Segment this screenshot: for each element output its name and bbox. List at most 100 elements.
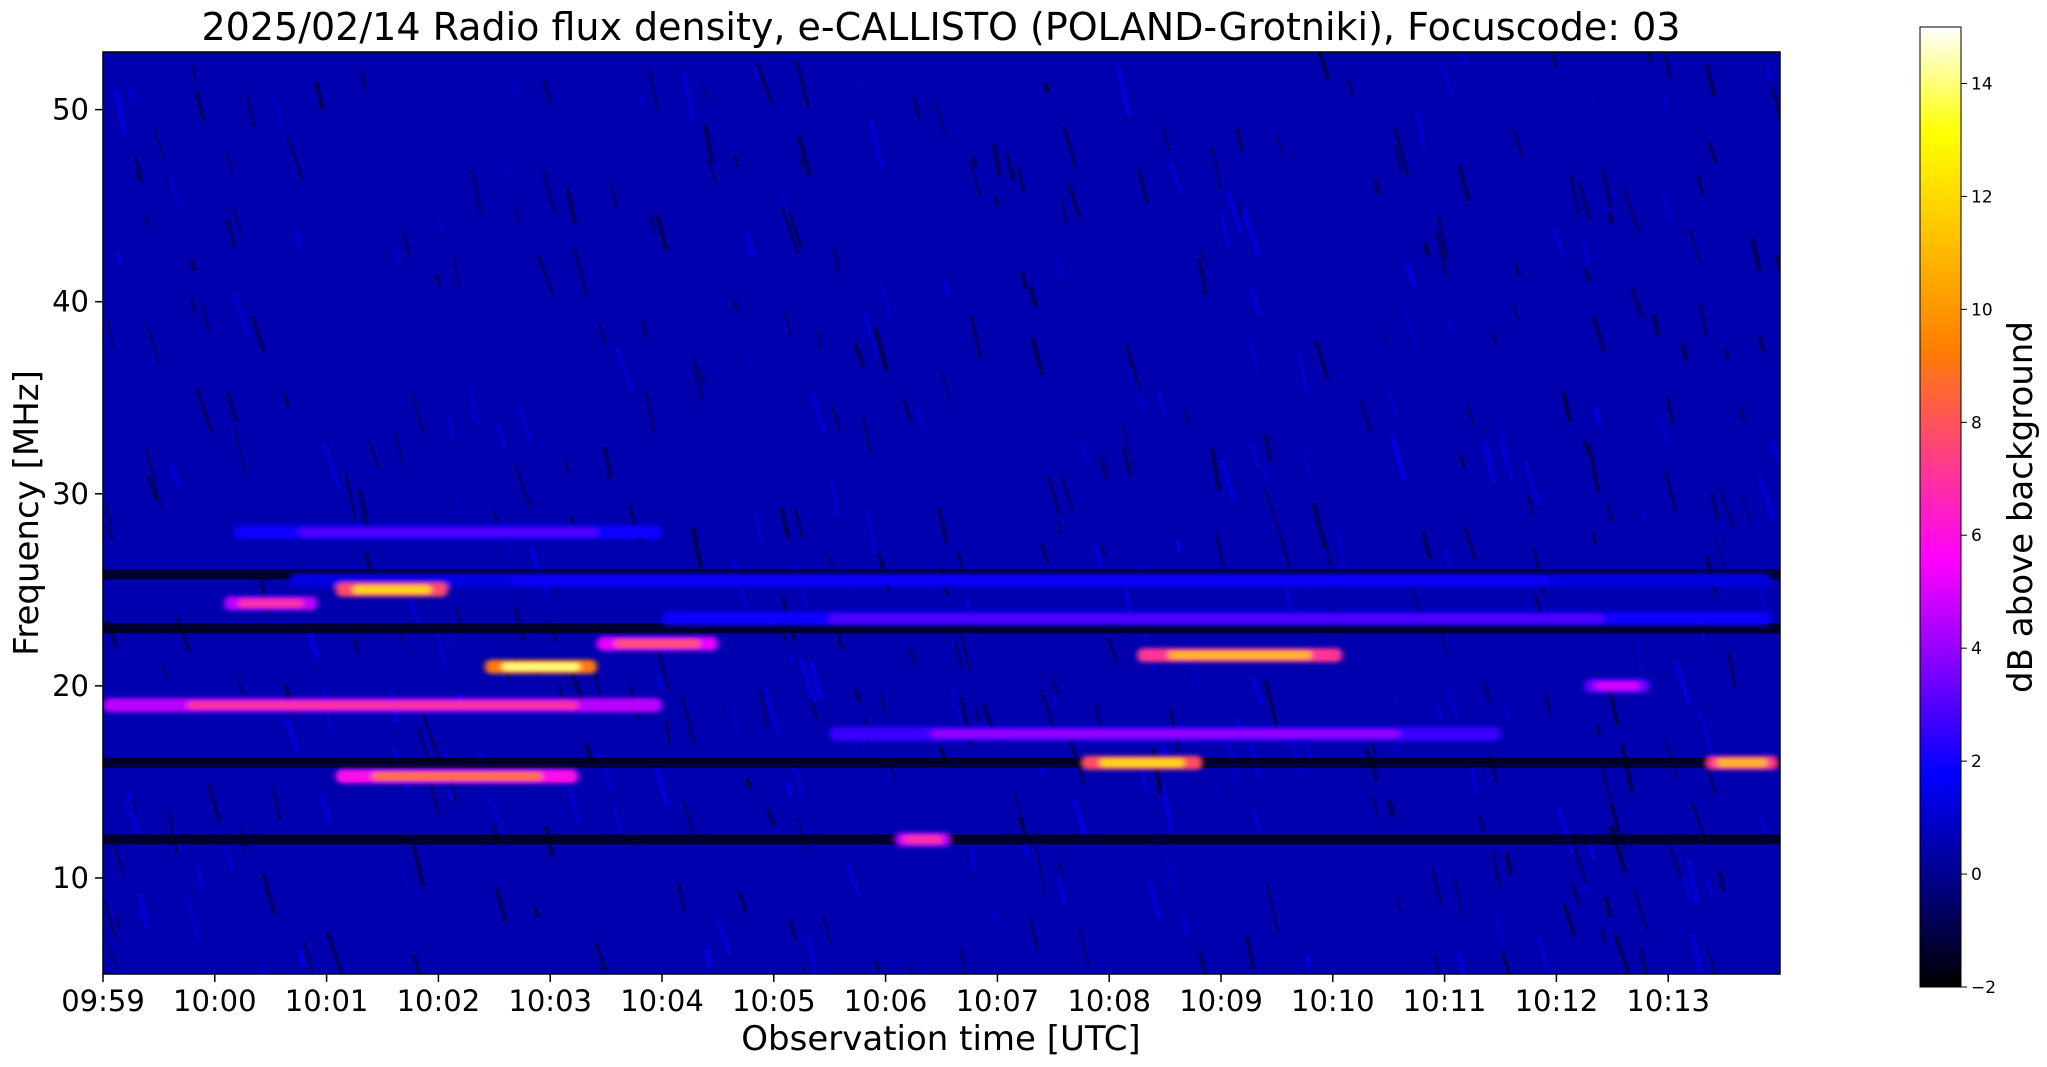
texture-streak [1078,928,1090,968]
texture-streak [1056,878,1068,908]
texture-streak [455,607,463,628]
texture-streak [564,459,570,474]
texture-streak [703,124,715,163]
texture-streak [780,316,789,334]
texture-streak [564,674,572,690]
texture-streak [1005,153,1014,181]
texture-streak [765,808,777,828]
texture-streak [1629,286,1645,319]
texture-streak [1698,710,1716,759]
x-tick-label: 10:04 [620,984,704,1018]
texture-streak [1698,303,1709,337]
texture-streak [1658,414,1669,444]
texture-streak [126,88,138,107]
texture-streak [690,355,705,401]
texture-streak [830,404,841,432]
texture-streak [1197,951,1214,974]
texture-streak [165,176,171,191]
texture-streak [1600,766,1615,812]
texture-streak [781,207,800,255]
texture-streak [744,234,754,260]
texture-streak [195,387,214,434]
texture-streak [602,446,614,479]
texture-streak [1297,350,1309,394]
texture-streak [1120,425,1136,470]
texture-streak [1401,304,1418,350]
texture-streak [873,959,882,972]
colorbar-tick-label: 2 [1971,752,1982,772]
texture-streak [815,330,824,351]
texture-streak [325,931,346,974]
texture-streak [640,318,650,340]
texture-streak [122,796,137,834]
texture-streak [1525,494,1532,506]
texture-streak [826,553,835,569]
emission-band-core [1167,651,1312,660]
texture-streak [261,873,276,915]
texture-streak [757,690,770,729]
texture-streak [637,93,646,109]
texture-streak [1443,683,1459,719]
texture-streak [236,676,244,696]
texture-streak [794,507,804,539]
texture-streak [194,862,204,889]
texture-streak [1689,933,1706,974]
texture-streak [853,689,862,704]
texture-streak [746,353,753,368]
texture-streak [831,246,842,274]
texture-streak [1211,145,1222,189]
texture-streak [1021,844,1030,858]
texture-streak [1028,916,1040,951]
texture-streak [697,368,706,384]
texture-streak [1723,347,1731,361]
texture-streak [556,684,566,702]
colorbar-tick-label: 8 [1971,413,1982,433]
texture-streak [1039,689,1056,731]
texture-streak [1053,252,1063,281]
texture-streak [1389,433,1407,481]
texture-streak [1263,487,1282,534]
texture-streak [1576,180,1592,219]
texture-streak [912,97,922,121]
texture-streak [958,628,972,671]
texture-streak [1609,802,1621,833]
plot-area [103,52,1780,974]
texture-streak [445,413,455,440]
emission-band-core [903,835,943,844]
texture-streak [799,158,804,169]
emission-band-core [186,701,579,710]
texture-streak [1569,881,1582,906]
x-tick-label: 10:11 [1403,984,1487,1018]
texture-streak [1060,200,1068,224]
texture-streak [1691,802,1708,845]
texture-streak [1027,285,1039,308]
texture-streak [1156,777,1164,795]
emission-band-core [238,599,304,608]
texture-streak [1705,879,1714,896]
texture-streak [1543,690,1552,715]
texture-streak [1756,333,1766,354]
texture-streak [733,154,739,167]
texture-streak [1494,914,1506,942]
texture-streak [1569,173,1580,215]
texture-streak [106,525,115,542]
texture-streak [1738,406,1747,422]
texture-streak [1759,815,1768,835]
x-tick-label: 10:13 [1626,984,1710,1018]
texture-streak [1098,455,1110,481]
texture-streak [787,210,804,250]
texture-streak [1263,468,1270,482]
texture-streak [1050,677,1060,696]
texture-streak [565,188,577,225]
texture-streak [788,918,799,942]
texture-streak [407,595,419,624]
texture-streak [1774,255,1780,296]
texture-streak [1587,888,1594,899]
texture-streak [754,507,763,547]
texture-streak [779,507,791,539]
x-axis-ticks: 09:59 10:00 10:01 10:02 10:03 10:04 10:05 10:06… [61,974,1710,1018]
colorbar-tick-label: 0 [1971,865,1982,885]
x-tick-label: 09:59 [61,984,145,1018]
texture-streak [1439,61,1454,97]
